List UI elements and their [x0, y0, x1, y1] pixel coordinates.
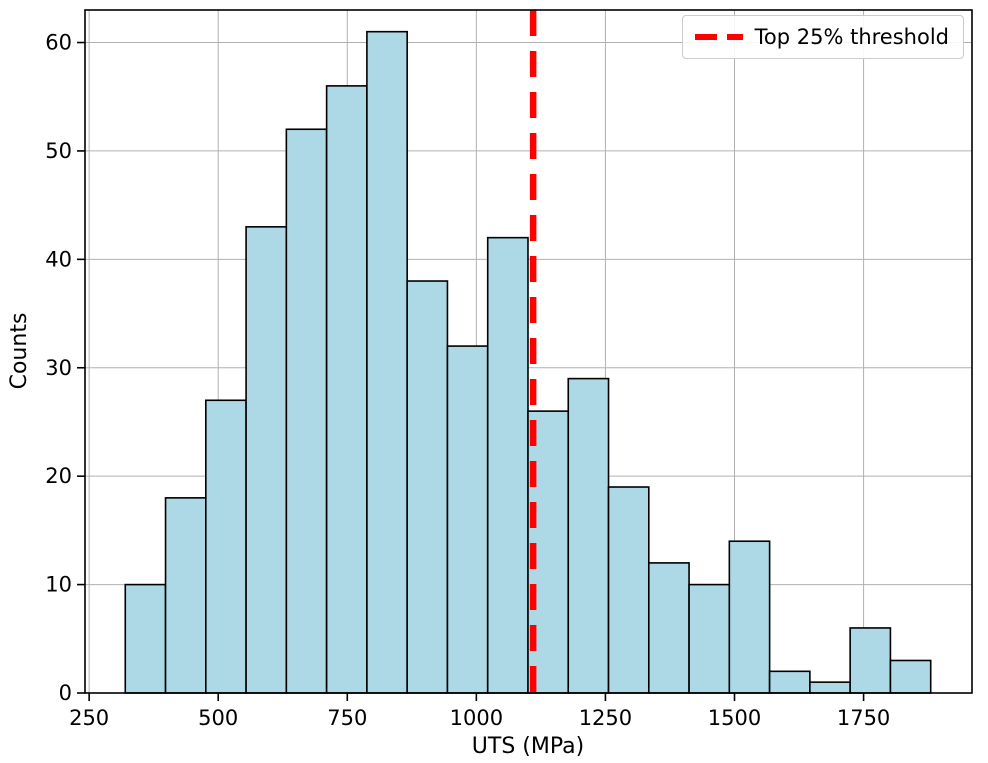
histogram-bar: [446, 345, 489, 694]
histogram-bar: [567, 377, 610, 694]
axes-layer: 250 500 750 1000 1250 1500 1750 0 10 20 30 40 50 60: [45, 9, 973, 730]
histogram-bar: [325, 85, 368, 694]
x-tick-label: 250: [69, 706, 109, 730]
y-axis-label: Counts: [7, 313, 32, 390]
histogram-bar: [768, 670, 811, 694]
histogram-bar: [688, 583, 731, 694]
histogram-bar: [809, 681, 851, 694]
plot-border: [84, 9, 973, 694]
histogram-bar: [205, 399, 247, 694]
x-tick-label: 750: [327, 706, 367, 730]
legend-dash-sample-icon: [694, 34, 743, 40]
x-tick-label: 1000: [450, 706, 503, 730]
histogram-bar: [285, 128, 328, 694]
legend: Top 25% threshold: [681, 15, 964, 59]
histogram-bar: [486, 236, 529, 694]
x-axis-label: UTS (MPa): [472, 734, 584, 759]
histogram-bar: [366, 30, 408, 694]
histogram-bar: [607, 486, 650, 694]
y-tick-label: 20: [45, 464, 72, 488]
legend-label: Top 25% threshold: [754, 25, 949, 49]
bars-layer: [124, 30, 932, 694]
histogram-bar: [164, 497, 207, 694]
histogram-bar: [245, 226, 288, 694]
histogram-bar: [889, 659, 932, 694]
x-tick-label: 1500: [708, 706, 761, 730]
y-tick-label: 0: [59, 681, 72, 705]
x-tick-label: 1750: [837, 706, 890, 730]
histogram-bar: [647, 562, 690, 694]
y-tick-label: 10: [45, 573, 72, 597]
y-tick-label: 50: [45, 139, 72, 163]
histogram-bar: [406, 280, 449, 694]
y-tick-label: 60: [45, 31, 72, 55]
histogram-bar: [728, 540, 771, 694]
y-tick-label: 30: [45, 356, 72, 380]
x-tick-label: 500: [198, 706, 238, 730]
histogram-bar: [124, 583, 167, 694]
y-tick-label: 40: [45, 247, 72, 271]
x-tick-label: 1250: [579, 706, 632, 730]
histogram-bar: [849, 627, 892, 694]
